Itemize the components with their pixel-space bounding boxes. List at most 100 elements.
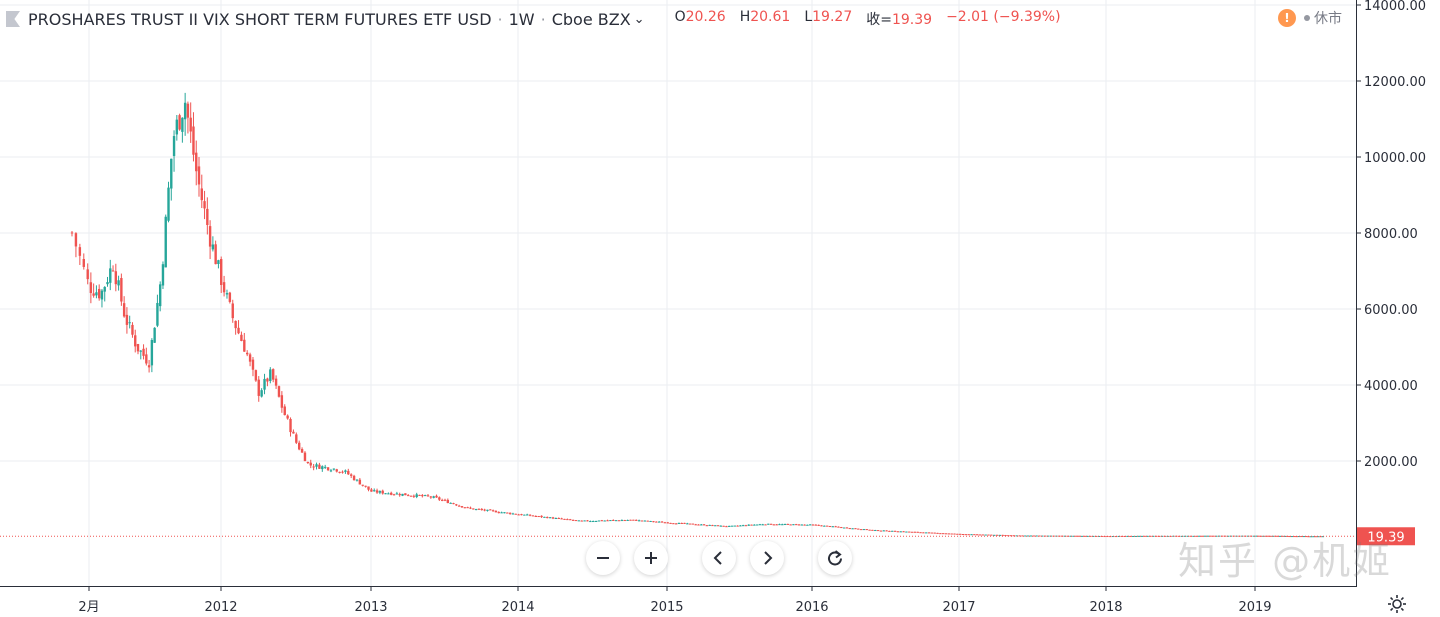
candle-body [764,524,767,526]
candle-body [370,489,373,492]
zoom-out-button[interactable] [586,541,620,575]
candle-body [688,523,692,525]
candle-body [134,335,137,347]
candle-body [1029,535,1033,537]
candle-body [1075,535,1078,537]
candle-body [306,461,310,464]
candle-body [423,495,427,497]
candle-body [398,493,401,496]
ohlc-low: L19.27 [804,9,853,25]
candle-body [248,354,252,362]
candle-body [1026,535,1030,537]
candle-body [435,495,438,498]
candle-body [220,259,223,285]
candle-body [755,524,759,526]
x-tick-label: 2月 [78,600,99,615]
chevron-down-icon[interactable]: ⌄ [633,11,645,27]
candle-body [1278,535,1282,537]
candle-body [364,485,367,487]
candle-body [228,292,232,302]
candle-body [429,496,433,498]
candle-body [355,479,359,481]
candle-body [303,452,307,462]
candle-body [292,431,295,434]
y-tick-label: 8000.00 [1364,227,1418,242]
candle-body [156,302,159,326]
candles [70,92,1325,538]
candle-body [876,530,880,532]
candle-body [956,533,959,535]
candle-body [730,525,734,527]
candle-body [82,259,85,267]
gear-icon[interactable] [1385,592,1409,616]
candle-body [1086,535,1089,537]
candle-body [1321,536,1325,538]
candle-body [910,531,914,533]
candle-body [936,532,939,534]
candle-body [418,494,421,496]
candle-body [480,509,483,511]
candle-body [733,525,736,527]
candle-body [905,531,908,533]
candle-body [245,352,249,355]
candle-body [1220,535,1224,537]
candle-body [961,534,965,536]
scroll-left-button[interactable] [702,541,736,575]
reset-chart-button[interactable] [818,541,852,575]
candle-body [1157,535,1161,537]
scroll-right-button[interactable] [750,541,784,575]
interval-label[interactable]: 1W [508,9,535,29]
candle-body [1083,535,1086,537]
candle-body [1316,536,1320,538]
candle-body [452,503,455,505]
exchange-label[interactable]: Cboe BZX [551,9,631,29]
candle-body [848,528,851,530]
candle-body [443,499,447,501]
candle-body [823,525,826,527]
candle-body [560,518,563,520]
candle-body [885,530,888,532]
candle-body [271,369,275,380]
candle-body [896,531,900,533]
candle-body [1069,535,1072,537]
candle-body [998,534,1002,536]
candle-body [747,524,750,526]
candle-body [514,513,517,515]
candle-body [1152,535,1155,537]
candle-body [150,340,154,366]
candle-body [531,515,535,517]
candle-body [614,520,618,522]
candle-body [349,474,353,476]
zoom-in-button[interactable] [634,541,668,575]
candle-body [789,524,792,526]
candle-body [984,534,987,536]
candle-body [660,521,664,523]
candle-body [477,508,481,510]
candle-body [1043,535,1047,537]
candle-body [1143,535,1146,537]
candle-body [1300,536,1303,538]
candle-body [781,524,784,526]
candle-body [463,507,467,509]
candle-body [329,470,333,472]
candle-body [736,525,739,527]
candle-body [312,466,315,468]
candle-body [474,509,478,511]
candle-body [483,509,486,511]
candle-body [375,490,379,493]
candle-body [97,288,101,299]
y-tick-label: 4000.00 [1364,379,1418,394]
candle-body [295,434,298,443]
candle-body [277,386,281,397]
candle-body [908,531,911,533]
candle-body [309,462,312,466]
candle-body [891,530,894,532]
warning-icon[interactable]: ! [1278,9,1296,27]
candle-body [426,495,430,497]
separator: · [540,9,546,29]
symbol-title[interactable]: PROSHARES TRUST II VIX SHORT TERM FUTURE… [28,9,492,29]
candle-body [217,260,220,265]
time-axis: 2月 2012 2013 2014 2015 2016 2017 2018 2019 [78,586,1272,615]
candle-body [534,516,538,518]
